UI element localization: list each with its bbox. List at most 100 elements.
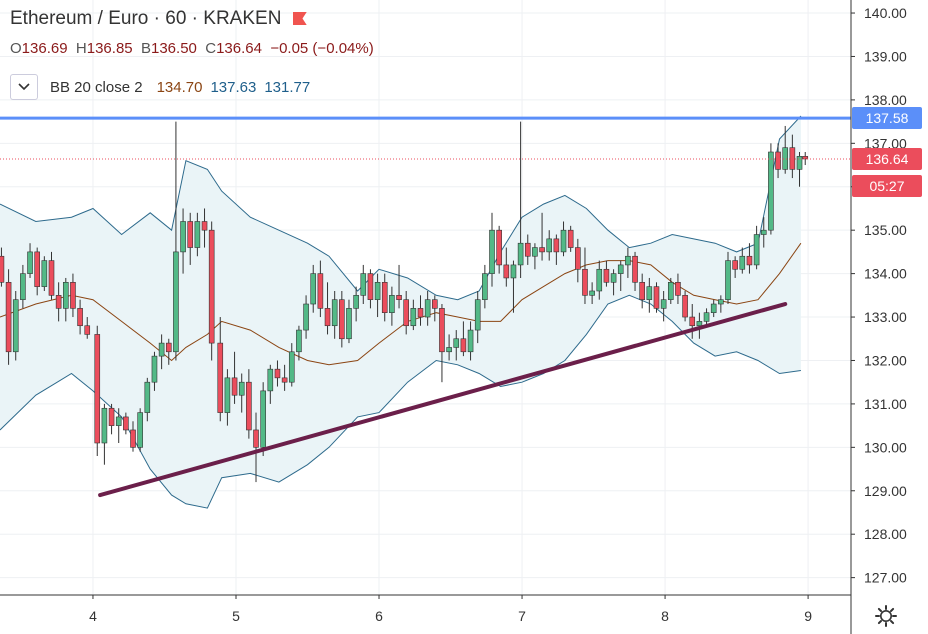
candle-body (288, 351, 295, 383)
candle-body (0, 255, 5, 283)
candle-body (560, 229, 567, 253)
candle-body (180, 221, 186, 253)
open-value: 136.69 (21, 40, 68, 57)
trend-lines[interactable] (0, 116, 851, 498)
candle-body (725, 260, 731, 300)
price-tick-label: 139.00 (864, 48, 907, 64)
close-value: 136.64 (216, 40, 262, 57)
candle-body (108, 407, 115, 426)
candle-body (339, 299, 345, 340)
candle-body (582, 268, 588, 296)
candle-body (596, 268, 603, 292)
quote-currency: Euro (108, 8, 149, 29)
candle-body (424, 299, 431, 318)
candle-body (682, 295, 688, 318)
candle-body (34, 251, 40, 287)
price-tick-label: 127.00 (864, 570, 907, 586)
candle-body (439, 308, 445, 353)
candlestick-series (0, 121, 809, 483)
candle-body (77, 308, 83, 327)
candle-body (165, 342, 172, 353)
candle-body (281, 377, 288, 383)
candle-body (389, 295, 395, 314)
flag-icon[interactable] (292, 12, 307, 25)
candle-body (267, 368, 274, 392)
time-tick-label: 4 (89, 608, 97, 624)
interval: 60 (165, 8, 187, 29)
candle-body (575, 247, 581, 270)
symbol-name: Ethereum (10, 8, 93, 29)
candle-body (310, 273, 317, 305)
candle-body (710, 303, 717, 314)
candle-body (151, 355, 158, 383)
price-tick-label: 132.00 (864, 352, 907, 368)
support-trendline[interactable] (98, 302, 788, 498)
candle-body (374, 281, 381, 300)
price-tick-label: 140.00 (864, 5, 907, 21)
price-tick-label: 131.00 (864, 396, 907, 412)
candle-body (410, 308, 417, 327)
bar-countdown-badge: 05:27 (852, 174, 922, 197)
candle-body (296, 329, 302, 353)
candle-body (101, 407, 108, 444)
candle-body (346, 308, 352, 340)
candle-body (48, 260, 55, 296)
candle-body (115, 416, 122, 426)
candle-body (238, 381, 245, 396)
candle-body (446, 347, 452, 353)
time-tick-label: 9 (804, 608, 812, 624)
candle-body (553, 238, 560, 253)
candle-body (703, 312, 710, 322)
candle-body (753, 234, 760, 266)
title-dot: · (153, 8, 160, 29)
candle-body (524, 242, 531, 257)
price-tick-label: 135.00 (864, 222, 907, 238)
time-tick-label: 8 (661, 608, 669, 624)
candle-body (274, 368, 281, 379)
candle-body (510, 264, 517, 279)
candle-body (246, 381, 252, 431)
candle-body (217, 342, 224, 413)
candle-body (224, 377, 231, 413)
candle-body (782, 147, 789, 170)
last-price-badge: 136.64 (852, 147, 922, 170)
candle-body (517, 242, 524, 266)
candle-body (317, 273, 324, 309)
price-tick-label: 137.00 (864, 135, 907, 151)
candle-body (158, 342, 165, 357)
candle-body (460, 338, 467, 353)
candle-body (610, 273, 617, 283)
candle-body (689, 316, 696, 327)
candle-body (739, 255, 746, 270)
candle-body (474, 299, 481, 331)
candle-body (639, 281, 645, 300)
candle-body (173, 251, 179, 353)
candle-body (130, 429, 136, 448)
bb-lower-value: 131.77 (264, 78, 311, 96)
chart-title: Ethereum / Euro · 60 · KRAKEN (10, 8, 307, 30)
candle-body (603, 268, 610, 283)
candle-body (381, 281, 388, 314)
candle-body (732, 260, 738, 270)
chart-axes (0, 0, 855, 634)
price-tick-label: 134.00 (864, 266, 907, 282)
candle-body (331, 299, 338, 327)
gear-icon[interactable] (874, 604, 898, 628)
price-tick-label: 138.00 (864, 92, 907, 108)
candle-body (646, 286, 653, 300)
candle-body (431, 299, 438, 309)
time-tick-label: 7 (518, 608, 526, 624)
bb-lower-line (0, 294, 801, 509)
open-label: O (10, 40, 22, 57)
candle-body (718, 299, 724, 305)
low-value: 136.50 (151, 40, 197, 57)
candle-body (360, 273, 367, 296)
candle-body (20, 273, 26, 300)
indicator-toggle-button[interactable] (10, 74, 38, 100)
candle-body (353, 295, 359, 309)
price-tick-label: 133.00 (864, 309, 907, 325)
ohlc-legend: O136.69 H136.85 B136.50 C136.64 −0.05 (−… (10, 40, 374, 57)
candle-body (482, 273, 488, 300)
title-separator: / (97, 8, 103, 29)
